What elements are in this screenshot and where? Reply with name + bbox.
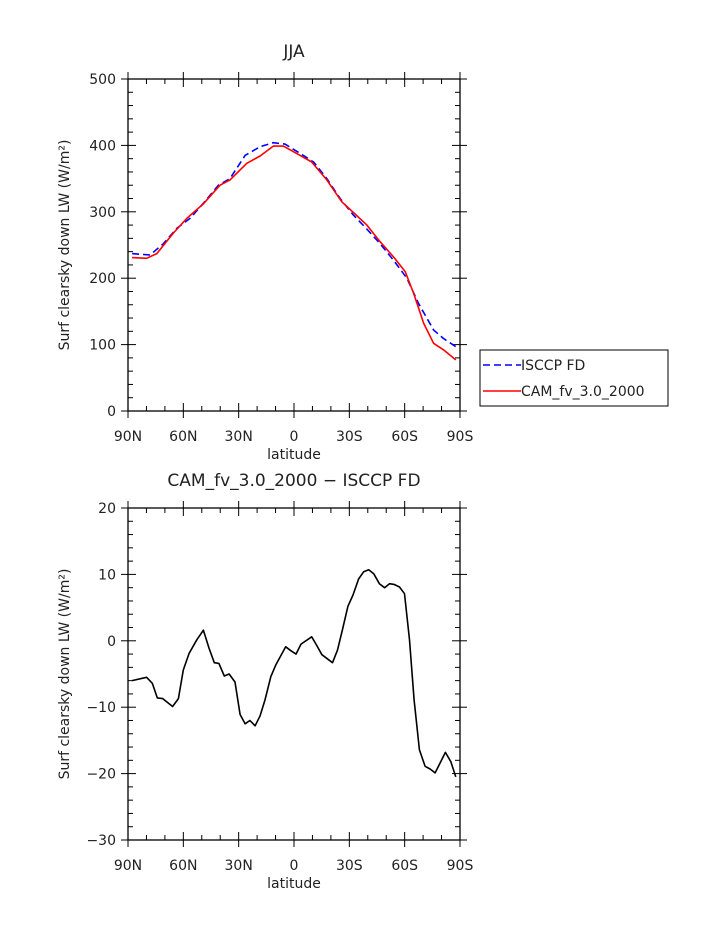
- x-tick-label: 60S: [391, 858, 418, 874]
- x-tick-label: 30S: [336, 429, 363, 445]
- x-tick-label: 0: [290, 858, 299, 874]
- y-tick-label: 0: [107, 404, 116, 420]
- y-axis-label: Surf clearsky down LW (W/m²): [57, 569, 73, 780]
- series-line-isccp-fd: [132, 141, 457, 348]
- x-axis-label: latitude: [267, 447, 321, 463]
- y-axis-label: Surf clearsky down LW (W/m²): [57, 140, 73, 351]
- x-tick-label: 60N: [169, 858, 197, 874]
- x-tick-label: 90S: [447, 429, 474, 445]
- y-tick-label: 500: [89, 72, 116, 88]
- x-tick-label: 90S: [447, 858, 474, 874]
- y-tick-label: 100: [89, 338, 116, 354]
- plot-frame: [127, 507, 461, 841]
- y-tick-label: 400: [89, 138, 116, 154]
- series-line-cam-fv-3-0-2000: [132, 145, 457, 361]
- legend: [479, 349, 669, 407]
- y-tick-label: −10: [86, 700, 116, 716]
- plot-frame: [127, 78, 461, 412]
- x-tick-label: 60N: [169, 429, 197, 445]
- y-tick-label: 0: [107, 634, 116, 650]
- x-tick-label: 90N: [114, 858, 142, 874]
- chart-title: CAM_fv_3.0_2000 − ISCCP FD: [167, 471, 420, 491]
- y-tick-label: 10: [98, 567, 116, 583]
- y-tick-label: 300: [89, 205, 116, 221]
- plot-0: [121, 72, 467, 418]
- y-tick-label: −20: [86, 767, 116, 783]
- x-axis-label: latitude: [267, 876, 321, 892]
- x-tick-label: 30S: [336, 858, 363, 874]
- plot-1: [121, 501, 467, 847]
- y-tick-label: 200: [89, 271, 116, 287]
- y-tick-label: −30: [86, 833, 116, 849]
- chart-title: JJA: [282, 42, 305, 62]
- x-tick-label: 30N: [225, 858, 253, 874]
- x-tick-label: 90N: [114, 429, 142, 445]
- x-tick-label: 30N: [225, 429, 253, 445]
- series-line-difference: [131, 568, 457, 778]
- legend-label: ISCCP FD: [521, 358, 585, 374]
- y-tick-label: 20: [98, 501, 116, 517]
- legend-box: [479, 349, 669, 407]
- legend-label: CAM_fv_3.0_2000: [521, 384, 645, 400]
- x-tick-label: 60S: [391, 429, 418, 445]
- x-tick-label: 0: [290, 429, 299, 445]
